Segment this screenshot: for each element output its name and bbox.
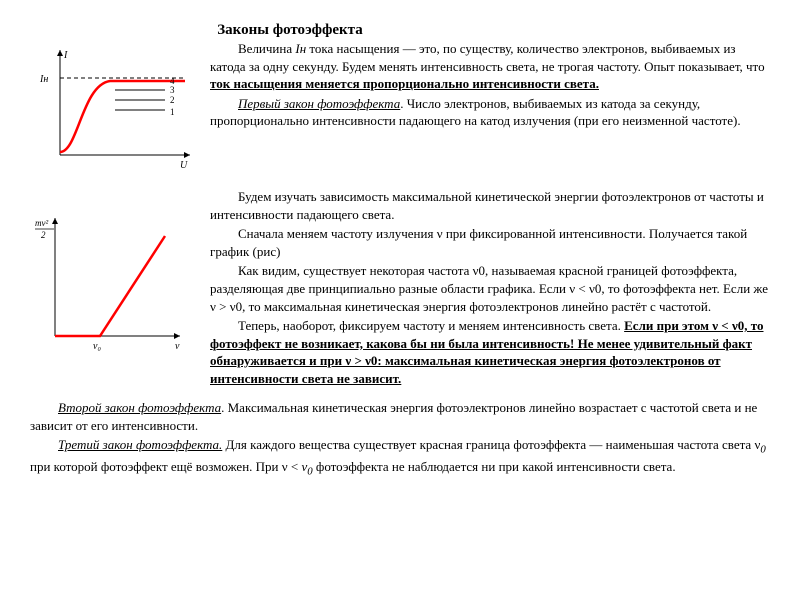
law3b: при которой фотоэффект ещё возможен. При…: [30, 459, 301, 474]
svg-text:ν: ν: [175, 341, 180, 352]
law3-title: Третий закон фотоэффекта.: [58, 437, 222, 452]
text-block-1: Величина Iн тока насыщения — это, по сущ…: [210, 40, 770, 132]
svg-text:2: 2: [41, 230, 46, 240]
page-title: Законы фотоэффекта: [190, 20, 390, 40]
p1b: Iн: [295, 41, 306, 56]
nu0-1: 0: [760, 444, 765, 456]
section-2: mv² 2 ν ν₀ Будем изучать зависимость мак…: [30, 188, 770, 389]
graph-2-linear: mv² 2 ν ν₀: [30, 188, 200, 356]
svg-text:ν₀: ν₀: [93, 341, 101, 352]
p4: Как видим, существует некоторая частота …: [210, 262, 770, 315]
law3a: Для каждого вещества существует красная …: [222, 437, 760, 452]
svg-text:mv²: mv²: [35, 218, 48, 228]
graph-1-saturation: I Iн U 4 3 2 1: [30, 40, 200, 180]
section-1: I Iн U 4 3 2 1 Величина Iн тока насыщени…: [30, 40, 770, 180]
svg-text:U: U: [180, 160, 188, 171]
p1a: Величина: [238, 41, 295, 56]
law1-title: Первый закон фотоэффекта: [238, 96, 400, 111]
laws-block: Второй закон фотоэффекта. Максимальная к…: [30, 399, 770, 479]
svg-text:I: I: [63, 50, 68, 61]
law3c: фотоэффекта не наблюдается ни при какой …: [313, 459, 676, 474]
svg-text:3: 3: [170, 85, 175, 95]
p5a: Теперь, наоборот, фиксируем частоту и ме…: [238, 318, 624, 333]
text-block-2: Будем изучать зависимость максимальной к…: [210, 188, 770, 389]
p1d: ток насыщения меняется пропорционально и…: [210, 76, 599, 91]
svg-text:2: 2: [170, 95, 175, 105]
nu0-2: ν0: [301, 459, 312, 474]
law2-title: Второй закон фотоэффекта: [58, 400, 221, 415]
svg-text:1: 1: [170, 107, 175, 117]
svg-text:Iн: Iн: [39, 74, 48, 85]
p3: Сначала меняем частоту излучения ν при ф…: [210, 225, 770, 260]
p2: Будем изучать зависимость максимальной к…: [210, 188, 770, 223]
